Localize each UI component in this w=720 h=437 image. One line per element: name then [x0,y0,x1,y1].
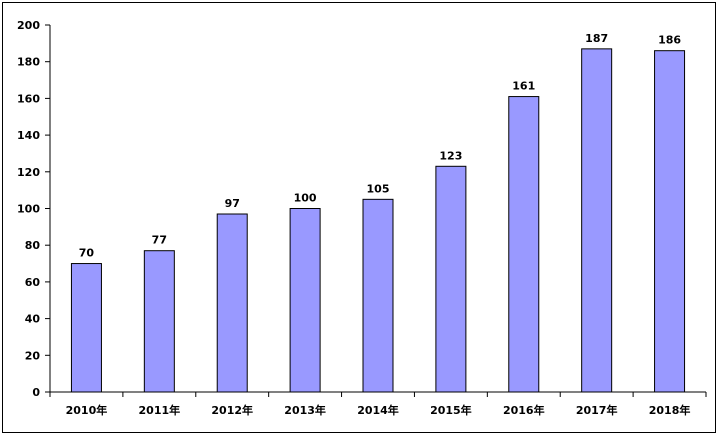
bar [508,96,540,393]
y-tick-label: 100 [17,203,40,216]
data-label: 100 [294,192,317,205]
y-tick-label: 140 [17,129,40,142]
x-tick-label: 2016年 [503,403,545,417]
bar [581,48,613,393]
y-tick-label: 200 [17,19,40,32]
data-label: 187 [585,32,608,45]
data-label: 77 [152,234,167,247]
bar [362,198,394,393]
data-label: 105 [367,182,390,195]
y-tick-label: 160 [17,92,40,105]
y-tick-label: 20 [25,349,41,362]
bar [216,213,248,393]
y-tick-label: 80 [25,239,41,252]
x-tick-label: 2017年 [576,403,618,417]
x-tick-label: 2013年 [284,403,326,417]
x-tick-label: 2012年 [211,403,253,417]
y-tick-label: 180 [17,56,40,69]
x-tick-label: 2018年 [649,403,691,417]
bar [289,208,321,393]
x-tick-label: 2015年 [430,403,472,417]
data-label: 161 [512,80,535,93]
data-label: 97 [225,197,240,210]
x-tick-label: 2010年 [66,403,108,417]
y-tick-label: 0 [32,386,40,399]
bar [435,165,467,393]
bar [143,250,175,393]
bar [70,263,102,393]
x-tick-label: 2011年 [139,403,181,417]
data-label: 186 [658,34,681,47]
y-tick-label: 40 [25,313,41,326]
y-tick-label: 120 [17,166,40,179]
bar [654,50,686,393]
bars [70,48,686,393]
y-tick-label: 60 [25,276,41,289]
data-label: 123 [439,149,462,162]
labels: 70 2010年 77 2011年 97 2012年 100 2013年 105 2014年 123… [66,32,691,417]
x-tick-label: 2014年 [357,403,399,417]
data-label: 70 [79,247,95,260]
